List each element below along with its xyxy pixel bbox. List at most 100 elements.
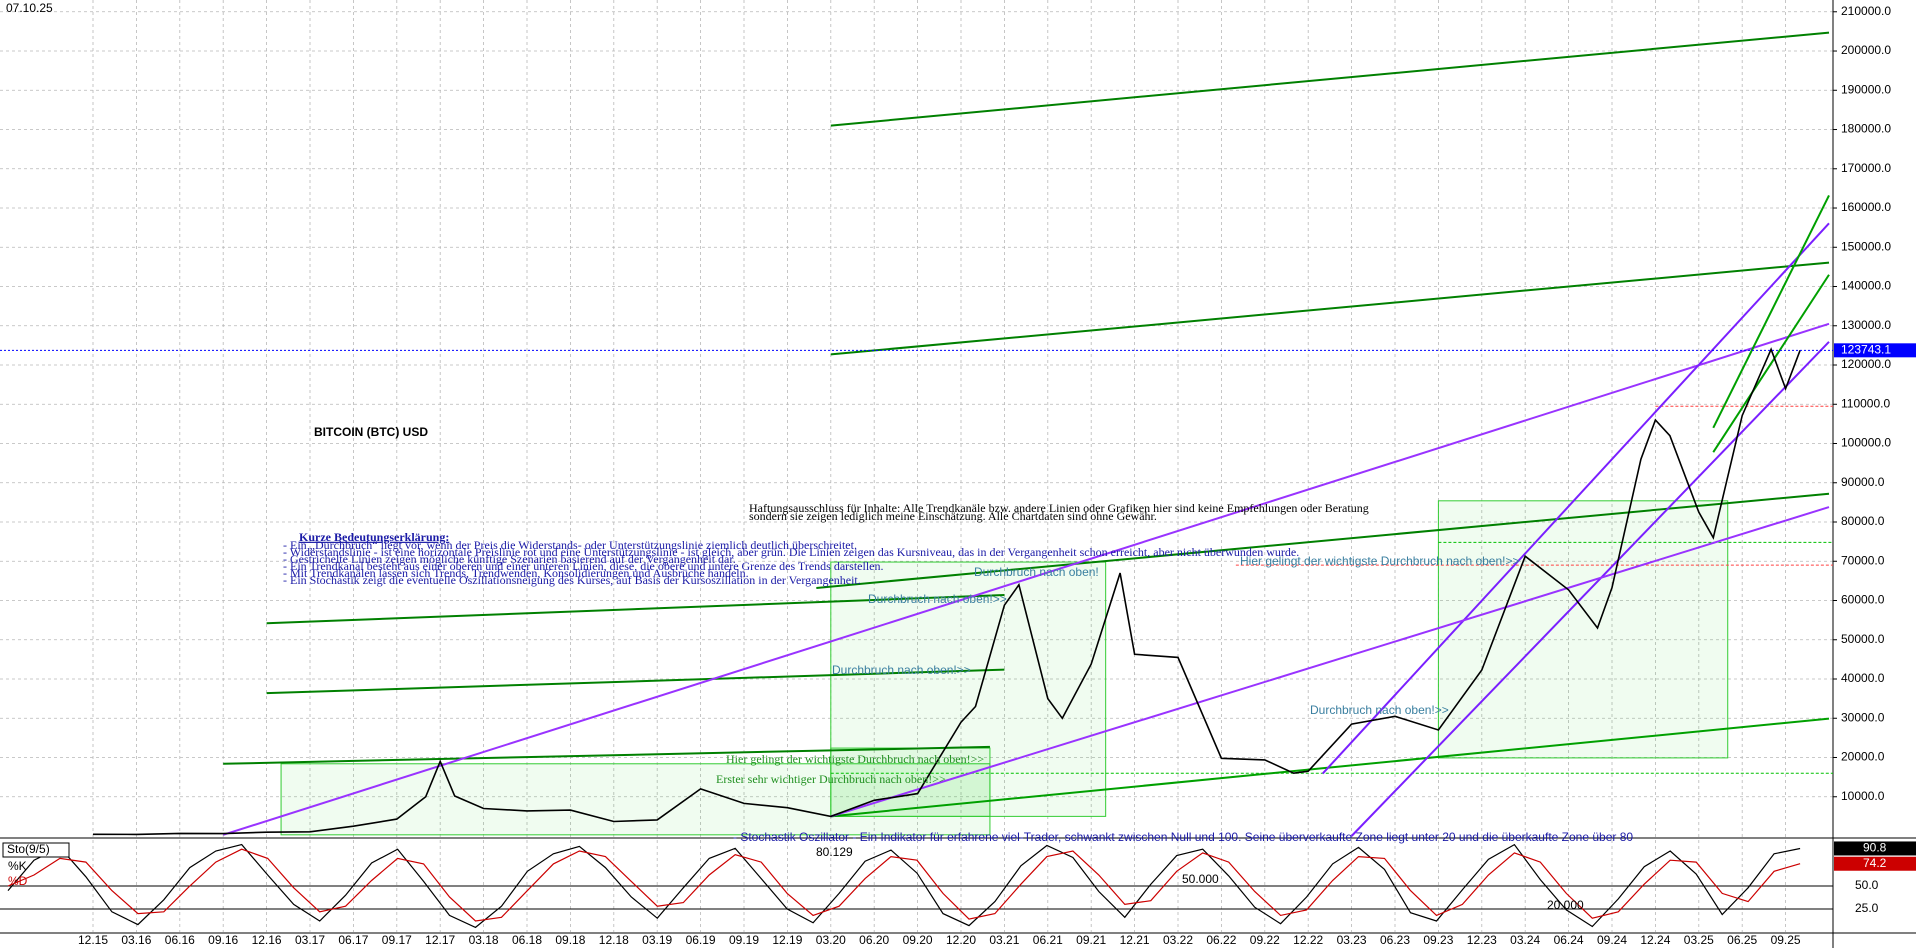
annotation: - Ein Stochastik zeigt die eventuelle Os… <box>283 573 861 587</box>
range-box <box>280 763 991 836</box>
annotation: Haftungsausschluss für Inhalte: Alle Tre… <box>749 501 1369 515</box>
legend-entry: %K <box>8 859 27 873</box>
y-tick-label: 110000.0 <box>1841 396 1890 410</box>
x-tick-label: 06.18 <box>512 933 542 947</box>
x-tick-label: 03.21 <box>989 933 1019 947</box>
annotation: 20.000 <box>1547 898 1584 912</box>
x-tick-label: 06.21 <box>1033 933 1063 947</box>
y-tick-label: 80000.0 <box>1841 514 1885 528</box>
y-tick-label: 190000.0 <box>1841 82 1891 96</box>
trendline <box>223 745 990 765</box>
x-tick-label: 09.21 <box>1076 933 1106 947</box>
y-tick-label: 210000.0 <box>1841 4 1891 18</box>
annotation: Erster sehr wichtiger Durchbruch nach ob… <box>716 772 946 786</box>
legend-entry: %D <box>8 874 28 888</box>
annotation: 80.129 <box>816 845 853 859</box>
x-tick-label: 03.22 <box>1163 933 1193 947</box>
y-tick-label: 30000.0 <box>1841 710 1885 724</box>
x-tick-label: 03.24 <box>1510 933 1540 947</box>
text-layer: Kurze Bedeutungserklärung:- Ein „Durchbr… <box>2 501 1633 912</box>
y-tick-label: 100000.0 <box>1841 436 1891 450</box>
annotation: 50.000 <box>1182 872 1219 886</box>
x-tick-label: 06.24 <box>1554 933 1584 947</box>
trendline <box>266 594 1005 625</box>
y-tick-label: 130000.0 <box>1841 318 1891 332</box>
x-tick-label: 12.16 <box>252 933 282 947</box>
y-tick-label: 170000.0 <box>1841 161 1891 175</box>
stoch-tick-label: 25.0 <box>1855 901 1879 915</box>
x-tick-label: 03.25 <box>1684 933 1714 947</box>
annotation: - Stochastik Oszillator - Ein Indikator … <box>733 830 1633 844</box>
stoch-line <box>7 848 1801 922</box>
trendline <box>830 31 1830 127</box>
y-tick-label: 120000.0 <box>1841 357 1891 371</box>
x-tick-label: 09.22 <box>1250 933 1280 947</box>
x-tick-label: 12.21 <box>1120 933 1150 947</box>
annotation: sondern sie zeigen lediglich meine Einsc… <box>749 509 1157 523</box>
y-tick-label: 180000.0 <box>1841 122 1891 136</box>
main-layer: 123743.1 90.874.2 <box>0 31 1916 929</box>
annotation: - Ein „Durchbruch“ liegt vor, wenn der P… <box>283 538 857 552</box>
x-tick-label: 12.22 <box>1293 933 1323 947</box>
x-tick-label: 09.25 <box>1771 933 1801 947</box>
x-tick-label: 03.20 <box>816 933 846 947</box>
y-tick-label: 150000.0 <box>1841 239 1891 253</box>
annotation: - Mit Trendkanälen lassen sich Trends, T… <box>283 566 749 580</box>
x-tick-label: 03.16 <box>121 933 151 947</box>
x-tick-label: 12.20 <box>946 933 976 947</box>
annotation: Durchbruch nach oben!>> <box>1310 703 1449 717</box>
stoch-last-label: 90.8 <box>1863 841 1887 855</box>
annotation: Hier gelingt der wichtigste Durchbruch n… <box>1240 554 1520 568</box>
trendline <box>830 506 1830 818</box>
trendline <box>1321 222 1830 775</box>
x-tick-label: 09.20 <box>903 933 933 947</box>
x-tick-label: 12.19 <box>772 933 802 947</box>
trendline <box>222 322 1830 836</box>
y-tick-label: 50000.0 <box>1841 632 1885 646</box>
x-tick-label: 12.24 <box>1640 933 1670 947</box>
y-tick-label: 20000.0 <box>1841 750 1885 764</box>
x-tick-label: 06.16 <box>165 933 195 947</box>
x-tick-label: 06.20 <box>859 933 889 947</box>
y-tick-label: 90000.0 <box>1841 475 1885 489</box>
last-price-label: 123743.1 <box>1841 342 1891 356</box>
y-tick-label: 60000.0 <box>1841 593 1885 607</box>
y-tick-label: 40000.0 <box>1841 671 1885 685</box>
x-tick-label: 03.23 <box>1337 933 1367 947</box>
x-tick-label: 06.19 <box>686 933 716 947</box>
trendline <box>1712 274 1830 453</box>
stoch-title: Sto(9/5) <box>7 842 50 856</box>
x-tick-label: 03.19 <box>642 933 672 947</box>
x-tick-label: 12.15 <box>78 933 108 947</box>
x-tick-label: 09.18 <box>555 933 585 947</box>
annotation: - Gestrichelte Linien zeigen mögliche kü… <box>283 552 736 566</box>
x-tick-label: 06.17 <box>338 933 368 947</box>
x-tick-label: 09.24 <box>1597 933 1627 947</box>
x-tick-label: 09.23 <box>1423 933 1453 947</box>
last-price-box <box>1834 343 1916 358</box>
x-tick-label: 09.19 <box>729 933 759 947</box>
x-tick-label: 12.18 <box>599 933 629 947</box>
x-tick-label: 09.16 <box>208 933 238 947</box>
y-tick-label: 200000.0 <box>1841 43 1891 57</box>
annotation: Durchbruch nach oben!>> <box>832 663 971 677</box>
x-tick-label: 12.17 <box>425 933 455 947</box>
trendline <box>830 261 1830 356</box>
annotation: Kurze Bedeutungserklärung: <box>299 530 449 544</box>
annotation: Hier gelingt der wichtigste Durchbruch n… <box>726 752 984 766</box>
y-tick-label: 70000.0 <box>1841 553 1885 567</box>
chart-date: 07.10.25 <box>6 1 53 15</box>
stoch-last-label: 74.2 <box>1863 856 1887 870</box>
stoch-title-box <box>2 842 70 858</box>
price-line <box>92 347 1801 836</box>
trendline <box>1712 195 1830 429</box>
stoch-line <box>7 843 1801 929</box>
x-tick-label: 03.18 <box>469 933 499 947</box>
x-tick-label: 06.22 <box>1206 933 1236 947</box>
stoch-last-box <box>1834 856 1916 871</box>
x-tick-label: 12.23 <box>1467 933 1497 947</box>
annotation: Durchbruch nach oben! <box>974 565 1099 579</box>
annotation: - Widerstandslinie - ist eine horizontal… <box>283 545 1299 559</box>
